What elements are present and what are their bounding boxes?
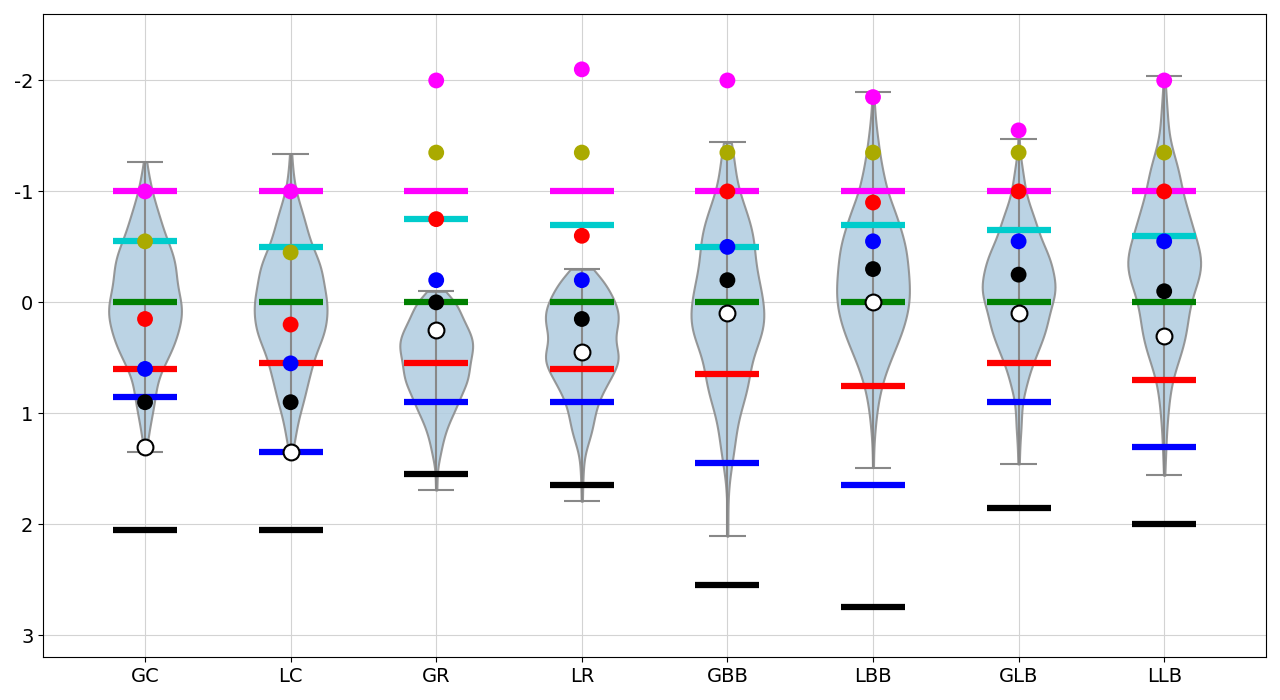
Point [134, 397, 155, 408]
Point [717, 75, 737, 86]
Point [134, 186, 155, 197]
Point [717, 186, 737, 197]
Point [863, 236, 883, 247]
Point [426, 214, 447, 225]
Point [717, 241, 737, 253]
Point [572, 314, 593, 325]
Point [1009, 186, 1029, 197]
Point [426, 147, 447, 158]
Point [1155, 75, 1175, 86]
Point [426, 297, 447, 308]
Point [426, 325, 447, 336]
Point [572, 274, 593, 286]
Point [572, 147, 593, 158]
Point [1009, 147, 1029, 158]
Point [717, 308, 737, 319]
Point [1155, 236, 1175, 247]
Point [863, 263, 883, 274]
Point [1155, 186, 1175, 197]
Point [1009, 269, 1029, 280]
Point [134, 441, 155, 452]
Point [280, 319, 301, 330]
Point [863, 197, 883, 208]
Point [280, 186, 301, 197]
Point [280, 247, 301, 258]
Point [572, 346, 593, 358]
Point [1009, 308, 1029, 319]
Point [572, 64, 593, 75]
Point [426, 75, 447, 86]
Point [717, 274, 737, 286]
Point [280, 397, 301, 408]
Point [280, 358, 301, 369]
Point [1155, 330, 1175, 341]
Point [863, 147, 883, 158]
Point [1009, 236, 1029, 247]
Point [426, 274, 447, 286]
Point [863, 92, 883, 103]
Point [134, 314, 155, 325]
Point [572, 230, 593, 241]
Point [134, 363, 155, 374]
Point [1155, 286, 1175, 297]
Point [717, 147, 737, 158]
Point [863, 297, 883, 308]
Point [1155, 147, 1175, 158]
Point [134, 236, 155, 247]
Point [1009, 125, 1029, 136]
Point [280, 447, 301, 458]
